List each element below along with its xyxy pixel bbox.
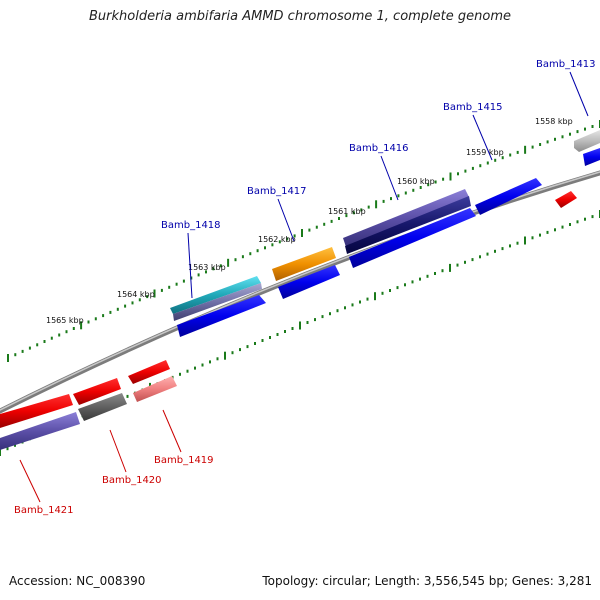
gene-arrow-bamb-1418[interactable] — [170, 276, 261, 314]
gene-arrow-bamb-1417[interactable] — [272, 247, 336, 281]
label-connector — [380, 155, 399, 201]
accession-text: Accession: NC_008390 — [9, 574, 146, 588]
kbp-label: 1560 kbp — [397, 177, 435, 186]
gene-arrow-forward[interactable] — [177, 295, 266, 337]
gene-label-bamb-1413[interactable]: Bamb_1413 — [536, 59, 596, 70]
gene-arrow-bamb-1419[interactable] — [133, 376, 177, 402]
kbp-label: 1558 kbp — [535, 117, 573, 126]
outer-tick-marks — [7, 120, 600, 362]
gene-label-bamb-1420[interactable]: Bamb_1420 — [102, 475, 162, 486]
gene-arrow-reverse[interactable] — [128, 360, 170, 384]
gene-arrow-forward[interactable] — [349, 208, 476, 268]
kbp-label: 1564 kbp — [117, 290, 155, 299]
gene-arrow-bamb-1416[interactable] — [343, 189, 469, 247]
label-connector — [472, 114, 493, 161]
label-connector — [162, 409, 182, 453]
label-connector — [187, 232, 193, 299]
gene-arrow-reverse[interactable] — [555, 191, 577, 208]
label-connector — [569, 71, 589, 117]
kbp-label: 1563 kbp — [188, 263, 226, 272]
gene-arrow-bamb-1421[interactable] — [0, 394, 73, 428]
gene-arrow-reverse[interactable] — [0, 412, 80, 450]
label-connector — [19, 459, 41, 503]
gene-label-bamb-1418[interactable]: Bamb_1418 — [161, 220, 221, 231]
kbp-label: 1562 kbp — [258, 235, 296, 244]
chromosome-backbone-highlight — [0, 171, 600, 411]
gene-arrow-bamb-1413[interactable] — [574, 130, 600, 152]
inner-tick-marks — [0, 210, 600, 456]
gene-arrow-forward[interactable] — [278, 265, 340, 299]
gene-arrow-bamb-1416-inner[interactable] — [345, 196, 471, 254]
gene-label-bamb-1417[interactable]: Bamb_1417 — [247, 186, 307, 197]
label-connector — [277, 198, 295, 242]
genome-title: Burkholderia ambifaria AMMD chromosome 1… — [88, 9, 512, 24]
kbp-label: 1565 kbp — [46, 316, 84, 325]
gene-arrow-bamb-1415[interactable] — [475, 178, 542, 215]
gene-label-bamb-1421[interactable]: Bamb_1421 — [14, 505, 74, 516]
genome-stats-text: Topology: circular; Length: 3,556,545 bp… — [262, 574, 592, 588]
kbp-label: 1561 kbp — [328, 207, 366, 216]
gene-arrow-reverse[interactable] — [73, 378, 121, 405]
gene-arrow-forward[interactable] — [583, 148, 600, 166]
kbp-label: 1559 kbp — [466, 148, 504, 157]
chromosome-backbone — [0, 170, 600, 414]
gene-arrow-bamb-1418-inner[interactable] — [173, 283, 262, 321]
gene-arrow-bamb-1420[interactable] — [78, 393, 127, 421]
label-connector — [109, 429, 127, 473]
gene-label-bamb-1419[interactable]: Bamb_1419 — [154, 455, 214, 466]
gene-label-bamb-1416[interactable]: Bamb_1416 — [349, 143, 409, 154]
gene-label-bamb-1415[interactable]: Bamb_1415 — [443, 102, 503, 113]
